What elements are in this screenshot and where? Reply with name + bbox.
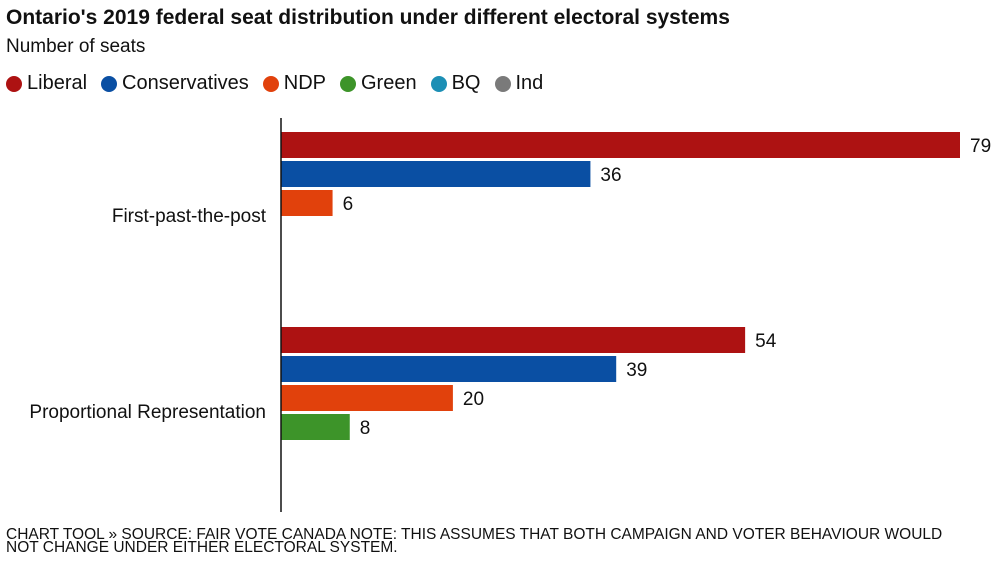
legend-dot-icon — [6, 75, 22, 92]
legend-item[interactable]: Ind — [494, 72, 544, 95]
data-label: 36 — [600, 165, 621, 186]
data-label: 20 — [463, 389, 484, 410]
data-label: 8 — [360, 418, 371, 439]
legend-item[interactable]: NDP — [262, 72, 326, 95]
legend-label: Conservatives — [122, 72, 249, 94]
category-label: Proportional Representation — [29, 402, 266, 423]
legend-label: Liberal — [27, 72, 88, 94]
legend-dot-icon — [430, 75, 447, 92]
legend-item[interactable]: Green — [340, 72, 417, 95]
legend-item[interactable]: Liberal — [6, 72, 87, 95]
bar-liberal — [281, 327, 746, 353]
data-label: 39 — [626, 360, 647, 381]
bar-liberal — [281, 132, 960, 158]
legend-dot-icon — [101, 75, 118, 92]
legend-label: BQ — [451, 72, 481, 94]
data-label: 54 — [755, 331, 777, 352]
category-label: First-past-the-post — [112, 206, 267, 227]
legend-dot-icon — [494, 75, 511, 92]
bar-conservatives — [281, 161, 591, 187]
bar-green — [281, 414, 350, 440]
legend-dot-icon — [262, 75, 279, 92]
chart-title: Ontario's 2019 federal seat distribution… — [6, 6, 730, 29]
data-label: 79 — [970, 136, 991, 157]
legend: Liberal Conservatives NDP Green BQ Ind — [6, 72, 543, 95]
legend-item[interactable]: BQ — [430, 72, 481, 95]
bar-ndp — [281, 385, 453, 411]
source-note: CHART TOOL » SOURCE: FAIR VOTE CANADA NO… — [6, 526, 943, 556]
legend-label: Ind — [515, 72, 544, 94]
legend-label: Green — [361, 72, 417, 94]
legend-dot-icon — [340, 75, 356, 92]
data-label: 6 — [343, 194, 354, 215]
bar-conservatives — [281, 356, 617, 382]
legend-item[interactable]: Conservatives — [101, 72, 249, 95]
chart-subtitle: Number of seats — [6, 36, 146, 57]
legend-label: NDP — [283, 72, 326, 94]
bar-ndp — [281, 190, 333, 216]
